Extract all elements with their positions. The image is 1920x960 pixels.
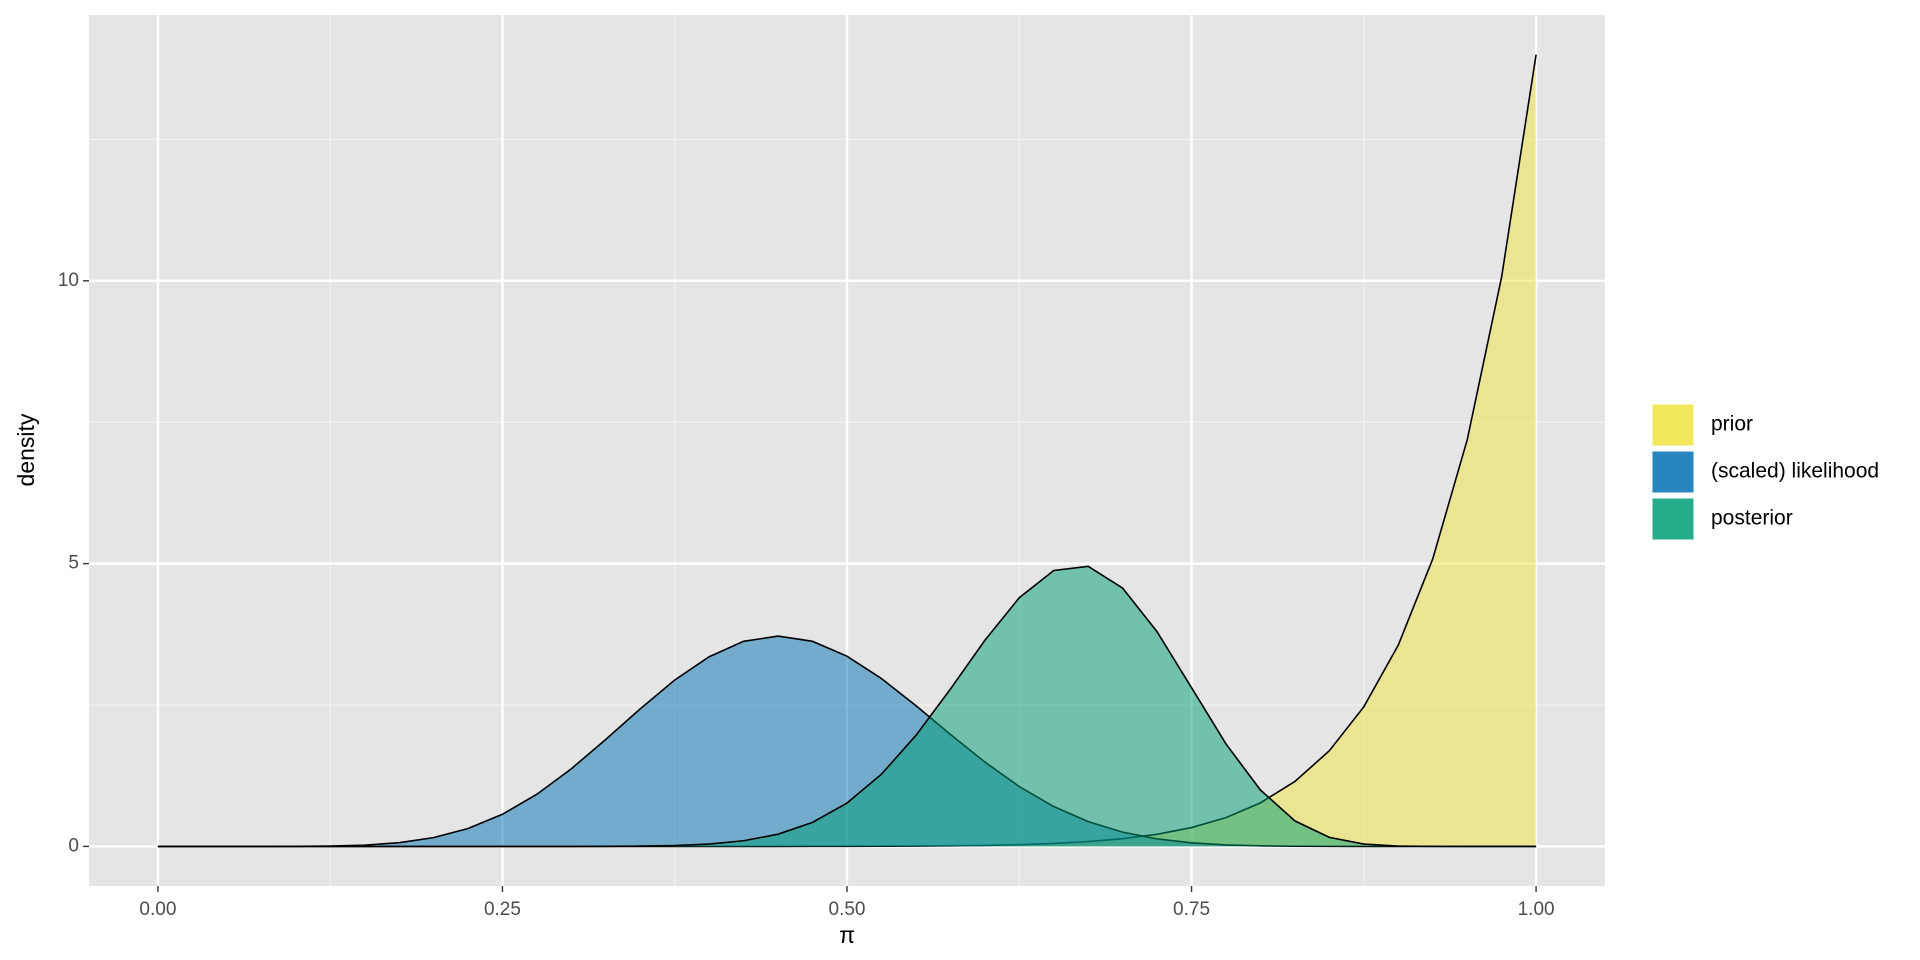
y-tick-label: 10 (58, 270, 79, 291)
legend-key (1651, 497, 1695, 541)
y-tick-label: 0 (68, 835, 79, 856)
legend-key (1651, 450, 1695, 494)
y-tick-label: 5 (68, 553, 79, 574)
legend-key (1651, 403, 1695, 447)
legend-label: posterior (1711, 507, 1793, 530)
x-tick-label: 1.00 (1518, 899, 1555, 920)
x-axis-title: π (839, 922, 855, 948)
x-tick-label: 0.75 (1173, 899, 1210, 920)
density-line (157, 565, 1537, 848)
x-tick-label: 0.00 (139, 899, 176, 920)
legend-label: (scaled) likelihood (1711, 460, 1879, 483)
x-tick-label: 0.25 (484, 899, 521, 920)
density-area (157, 636, 1537, 847)
density-area (157, 566, 1537, 847)
legend-label: prior (1711, 413, 1753, 436)
density-area (157, 54, 1537, 847)
x-tick-label: 0.50 (829, 899, 866, 920)
y-axis-title: density (13, 413, 39, 486)
